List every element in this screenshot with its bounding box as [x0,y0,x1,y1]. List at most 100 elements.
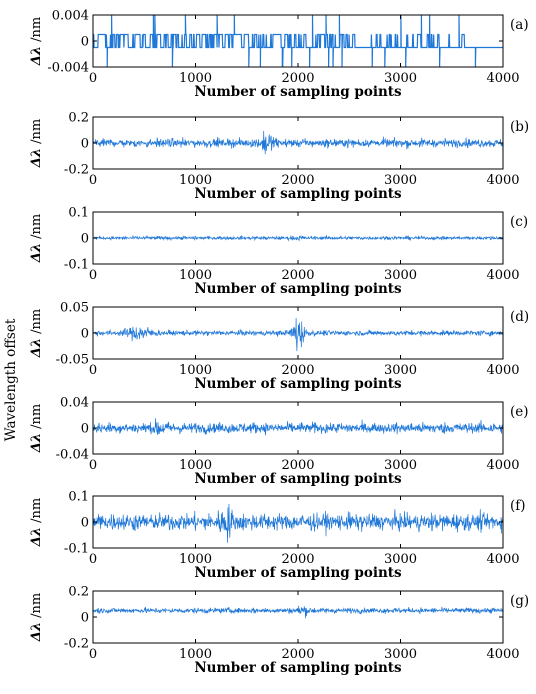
y-tick-label: 0.2 [68,585,89,600]
x-tick-label: 1000 [179,647,212,662]
x-tick-label: 4000 [486,173,519,188]
x-tick-label: 2000 [281,552,314,567]
x-axis-title: Number of sampling points [194,376,402,392]
y-tick-label: 0.1 [68,206,89,221]
y-tick-label: 0 [81,327,89,342]
x-tick-label: 0 [89,552,97,567]
y-tick-label: -0.2 [64,163,89,178]
y-axis-unit: /nm [29,17,44,46]
y-tick-label: 0.2 [68,111,89,126]
x-tick-label: 2000 [281,71,314,86]
panel-label: (g) [510,593,529,609]
x-tick-label: 0 [89,458,97,473]
x-tick-label: 4000 [486,552,519,567]
x-tick-label: 4000 [486,458,519,473]
x-tick-label: 0 [89,173,97,188]
y-tick-label: 0.004 [52,9,89,24]
x-tick-label: 0 [89,647,97,662]
x-axis-title: Number of sampling points [194,84,402,100]
series-line [92,317,504,352]
x-tick-label: 1000 [179,71,212,86]
x-tick-label: 2000 [281,268,314,283]
figure-y-title: Wavelength offset [3,318,19,441]
y-tick-label: 0.04 [60,396,89,411]
y-axis-title: Δλ /nm [29,593,44,642]
y-tick-label: 0 [81,516,89,531]
axes-box [92,590,504,644]
y-tick-label: 0 [81,611,89,626]
x-tick-label: 1000 [179,552,212,567]
axes-box [92,495,504,549]
x-tick-label: 3000 [384,268,417,283]
x-tick-label: 4000 [486,647,519,662]
y-axis-symbol: Δλ [29,433,44,453]
y-axis-unit: /nm [29,214,44,243]
x-tick-label: 3000 [384,458,417,473]
y-tick-label: 0 [81,422,89,437]
y-axis-title: Δλ /nm [29,404,44,453]
y-tick-label: 0 [81,35,89,50]
panel-label: (f) [510,498,526,514]
x-tick-label: 2000 [281,173,314,188]
x-axis-title: Number of sampling points [194,660,402,676]
y-axis-symbol: Δλ [29,243,44,263]
panel-label: (a) [510,17,529,33]
x-tick-label: 1000 [179,458,212,473]
series-line [93,14,503,68]
x-axis-title: Number of sampling points [194,565,402,581]
x-tick-label: 3000 [384,173,417,188]
panel-label: (d) [510,309,529,325]
x-tick-label: 3000 [384,552,417,567]
y-axis-title: Δλ /nm [29,214,44,263]
x-tick-label: 4000 [486,268,519,283]
y-axis-symbol: Δλ [29,527,44,547]
x-tick-label: 1000 [179,363,212,378]
x-tick-label: 0 [89,363,97,378]
x-axis-title: Number of sampling points [194,471,402,487]
series-line [92,605,504,619]
x-tick-label: 2000 [281,458,314,473]
y-axis-unit: /nm [29,309,44,338]
x-tick-label: 3000 [384,363,417,378]
y-tick-label: -0.2 [64,637,89,652]
y-tick-label: -0.1 [64,258,89,273]
x-tick-label: 1000 [179,268,212,283]
y-axis-unit: /nm [29,404,44,433]
y-tick-label: 0.1 [68,490,89,505]
panel-label: (b) [510,119,529,135]
y-axis-symbol: Δλ [29,148,44,168]
x-axis-title: Number of sampling points [194,281,402,297]
x-tick-label: 2000 [281,647,314,662]
series-line [92,130,504,155]
y-axis-symbol: Δλ [29,622,44,642]
x-tick-label: 2000 [281,363,314,378]
y-axis-title: Δλ /nm [29,17,44,66]
y-tick-label: -0.004 [47,61,89,76]
y-tick-label: -0.05 [56,353,89,368]
y-axis-unit: /nm [29,593,44,622]
y-axis-unit: /nm [29,119,44,148]
x-tick-label: 0 [89,268,97,283]
x-tick-label: 4000 [486,71,519,86]
y-tick-label: -0.1 [64,542,89,557]
x-tick-label: 1000 [179,173,212,188]
panel-label: (c) [510,214,528,230]
y-tick-label: 0 [81,232,89,247]
series-line [92,418,504,436]
y-axis-title: Δλ /nm [29,309,44,358]
x-tick-label: 4000 [486,363,519,378]
y-tick-label: 0.05 [60,301,89,316]
y-axis-symbol: Δλ [29,338,44,358]
x-tick-label: 3000 [384,647,417,662]
y-axis-symbol: Δλ [29,46,44,66]
x-axis-title: Number of sampling points [194,186,402,202]
x-tick-label: 3000 [384,71,417,86]
y-tick-label: -0.04 [56,448,89,463]
